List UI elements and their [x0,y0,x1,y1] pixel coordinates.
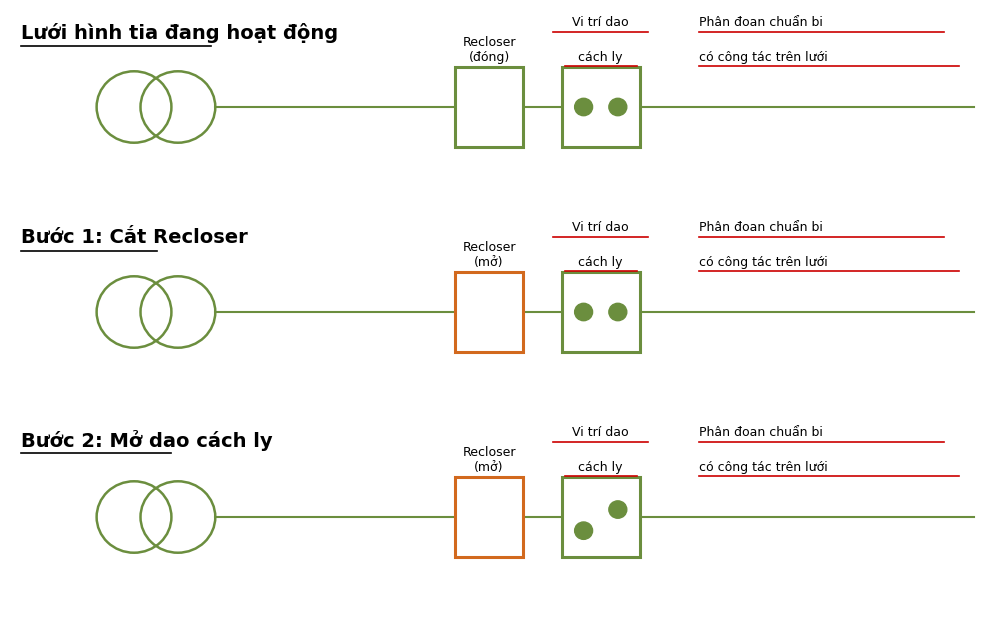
Text: Recloser
(mở): Recloser (mở) [462,446,516,474]
Text: Phân đoan chuẩn bi: Phân đoan chuẩn bi [699,426,823,439]
Text: Bước 1: Cắt Recloser: Bước 1: Cắt Recloser [21,228,248,247]
Bar [562,67,640,147]
Ellipse shape [609,303,627,321]
Text: cách ly: cách ly [578,461,623,474]
Text: Bước 2: Mở dao cách ly: Bước 2: Mở dao cách ly [21,430,273,451]
Text: Phân đoan chuẩn bi: Phân đoan chuẩn bi [699,222,823,235]
Ellipse shape [609,99,627,115]
Text: Recloser
(mở): Recloser (mở) [462,240,516,268]
Bar [455,271,523,353]
Text: cách ly: cách ly [578,51,623,64]
Text: Vi trí dao: Vi trí dao [572,222,629,235]
Bar [455,67,523,147]
Text: Vi trí dao: Vi trí dao [572,426,629,439]
Text: có công tác trên lưới: có công tác trên lưới [699,255,828,268]
Ellipse shape [609,501,627,519]
Text: có công tác trên lưới: có công tác trên lưới [699,51,828,64]
Text: có công tác trên lưới: có công tác trên lưới [699,461,828,474]
Ellipse shape [575,522,593,539]
Bar [455,477,523,557]
Text: Lưới hình tia đang hoạt động: Lưới hình tia đang hoạt động [21,23,338,43]
Ellipse shape [575,99,593,115]
Text: Vi trí dao: Vi trí dao [572,16,629,29]
Bar [562,271,640,353]
Text: Recloser
(đóng): Recloser (đóng) [462,36,516,64]
Text: Phân đoan chuẩn bi: Phân đoan chuẩn bi [699,16,823,29]
Bar [562,477,640,557]
Ellipse shape [575,303,593,321]
Text: cách ly: cách ly [578,255,623,268]
